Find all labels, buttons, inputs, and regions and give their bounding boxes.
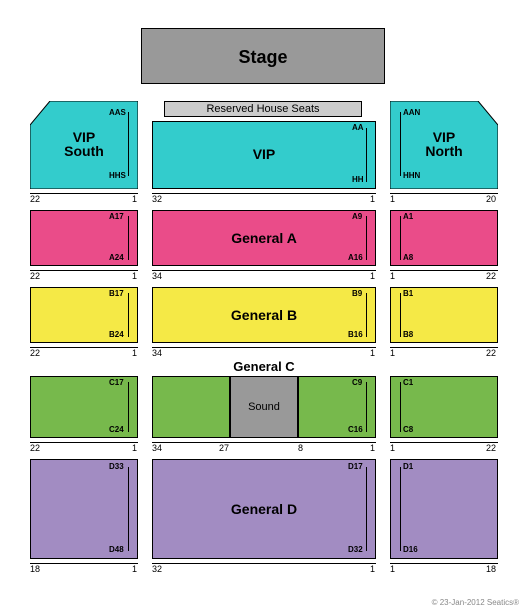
- seating-chart: Stage Reserved House Seats VIP South AAS…: [0, 0, 525, 611]
- gend-label: General D: [152, 502, 376, 516]
- vip-south-row-top: AAS: [109, 109, 126, 117]
- vip-south-row-bot: HHS: [109, 172, 126, 180]
- gend-left: [30, 459, 138, 559]
- vip-north-label: VIP North: [390, 130, 498, 158]
- gend-right: [390, 459, 498, 559]
- genc-center-right: [298, 376, 376, 438]
- genb-label: General B: [152, 308, 376, 322]
- reserved-label: Reserved House Seats: [164, 104, 362, 115]
- vip-center-label: VIP: [152, 147, 376, 161]
- copyright-footer: © 23-Jan-2012 Seatics®: [432, 598, 519, 607]
- stage-label: Stage: [141, 48, 385, 66]
- sound-label: Sound: [230, 402, 298, 413]
- gena-label: General A: [152, 231, 376, 245]
- genc-label: General C: [152, 360, 376, 373]
- vip-south-label: VIP South: [30, 130, 138, 158]
- genc-center-left: [152, 376, 230, 438]
